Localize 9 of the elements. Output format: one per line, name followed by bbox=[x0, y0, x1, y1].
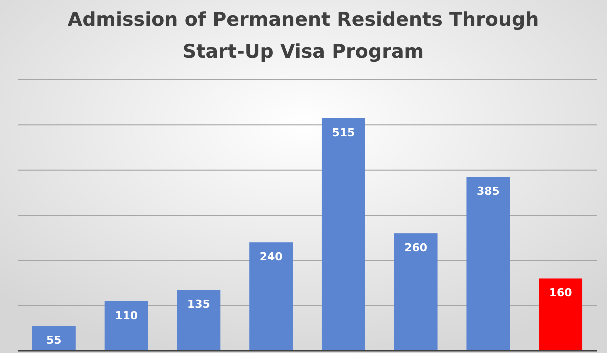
data-label: 385 bbox=[476, 185, 500, 198]
data-label: 135 bbox=[187, 298, 210, 312]
data-label: 260 bbox=[404, 242, 428, 255]
data-label: 110 bbox=[115, 309, 138, 322]
data-label: 240 bbox=[260, 250, 284, 264]
data-label: 55 bbox=[46, 334, 62, 348]
data-label: 515 bbox=[332, 126, 356, 140]
chart-title: Admission of Permanent Residents Through Start-Up Visa Program bbox=[68, 9, 540, 63]
data-label: 160 bbox=[549, 286, 573, 300]
